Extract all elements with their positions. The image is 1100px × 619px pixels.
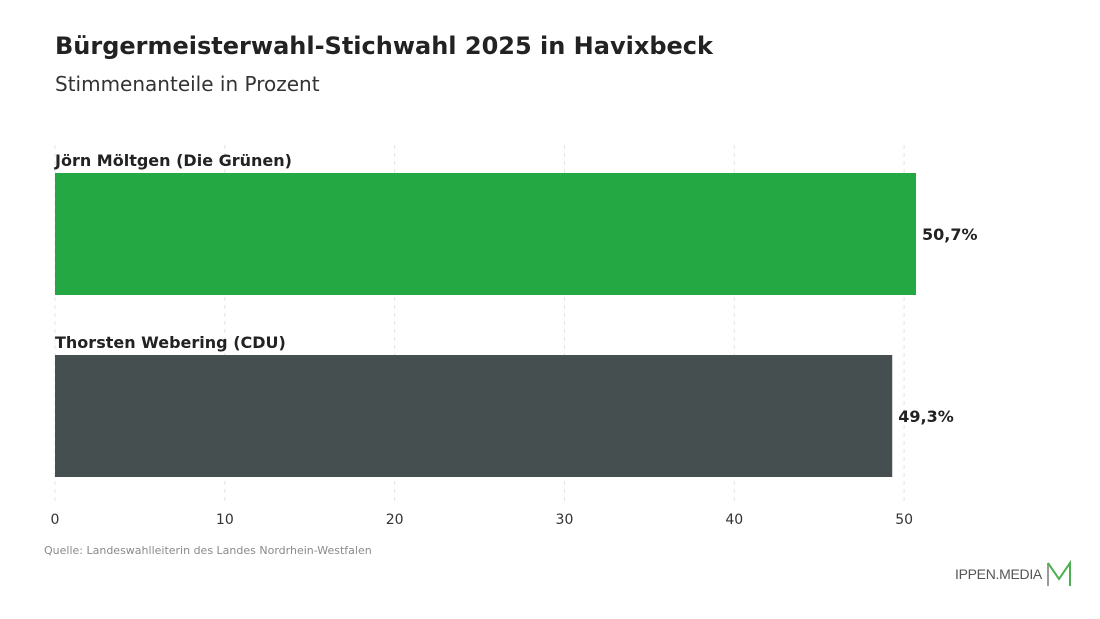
bar <box>55 173 916 295</box>
brand-name: IPPEN.MEDIA <box>955 566 1042 582</box>
chart-subtitle: Stimmenanteile in Prozent <box>55 72 320 96</box>
x-tick-label: 10 <box>216 512 234 528</box>
value-label: 49,3% <box>898 407 954 426</box>
category-label: Thorsten Webering (CDU) <box>55 333 286 352</box>
x-tick-label: 50 <box>895 512 913 528</box>
bar <box>55 355 893 477</box>
source-note: Quelle: Landeswahlleiterin des Landes No… <box>44 544 372 557</box>
brand-logo: IPPEN.MEDIA <box>955 560 1072 588</box>
x-tick-label: 40 <box>725 512 743 528</box>
brand-m-icon <box>1046 560 1071 586</box>
chart-title: Bürgermeisterwahl-Stichwahl 2025 in Havi… <box>55 32 713 60</box>
x-tick-label: 30 <box>556 512 574 528</box>
x-tick-label: 0 <box>51 512 60 528</box>
x-tick-label: 20 <box>386 512 404 528</box>
value-label: 50,7% <box>922 225 978 244</box>
category-label: Jörn Möltgen (Die Grünen) <box>54 151 292 170</box>
